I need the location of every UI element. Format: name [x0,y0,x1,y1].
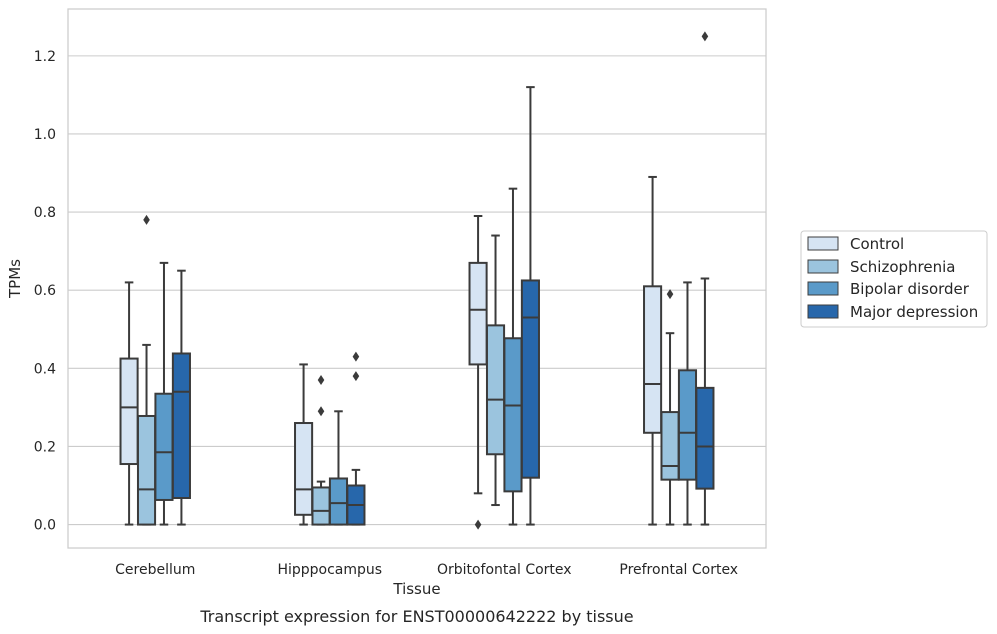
y-tick-label: 0.6 [34,283,56,299]
box-control [468,261,488,366]
legend: Control Schizophrenia Bipolar disorder M… [800,230,988,328]
box-major-depression [171,352,191,500]
y-tick-label: 0.0 [34,518,56,534]
box-group-cerebellum [119,214,191,526]
legend-swatch-bipolar-disorder [807,281,839,296]
box-major-depression [695,386,715,490]
outlier-point-major-depression [352,351,360,362]
legend-label-major-depression: Major depression [850,303,978,321]
x-tick-label: Hipppocampus [277,562,382,578]
y-tick-label: 0.2 [34,439,56,455]
legend-frame [800,230,988,328]
outlier-point-control [474,519,482,530]
box-bipolar-disorder [677,369,698,481]
y-tick-label: 1.2 [34,49,56,65]
x-tick-label: Orbitofontal Cortex [437,562,572,578]
legend-swatch-control [807,236,839,251]
y-tick-label: 1.0 [34,127,56,143]
box-control [294,422,314,516]
chart-title: Transcript expression for ENST0000064222… [199,607,633,626]
outlier-point-schizophrenia [143,214,150,225]
box-group-hipppocampus [294,351,366,526]
outlier-point-major-depression [701,31,709,42]
box-group-orbitofontal-cortex [468,86,540,530]
y-axis-label: TPMs [6,259,24,299]
box-schizophrenia [660,411,680,481]
box-bipolar-disorder [503,337,523,493]
box-bipolar-disorder [328,477,349,526]
y-tick-labels: 0.0 0.2 0.4 0.6 0.8 1.0 1.2 [34,49,56,534]
y-tick-label: 0.8 [34,205,56,221]
box-schizophrenia [311,486,331,526]
box-bipolar-disorder [154,392,174,501]
x-tick-labels: Cerebellum Hipppocampus Orbitofontal Corte… [115,562,738,578]
box-groups [119,31,715,530]
legend-label-bipolar-disorder: Bipolar disorder [850,280,970,298]
box-schizophrenia [485,324,506,456]
box-control [643,285,663,434]
box-group-prefrontal-cortex [643,31,715,526]
box-control [119,357,139,466]
legend-swatch-major-depression [807,304,839,319]
legend-label-control: Control [850,235,904,253]
legend-label-schizophrenia: Schizophrenia [850,258,955,276]
box-major-depression [520,279,540,479]
outlier-point-schizophrenia [317,375,325,386]
x-axis-label: Tissue [392,580,440,598]
outlier-point-schizophrenia [317,406,325,417]
x-tick-label: Prefrontal Cortex [619,562,738,578]
y-tick-label: 0.4 [34,361,56,377]
legend-swatch-schizophrenia [807,259,839,274]
outlier-point-schizophrenia [666,289,674,300]
outlier-point-major-depression [352,371,360,382]
box-schizophrenia [136,414,157,526]
x-tick-label: Cerebellum [115,562,195,578]
